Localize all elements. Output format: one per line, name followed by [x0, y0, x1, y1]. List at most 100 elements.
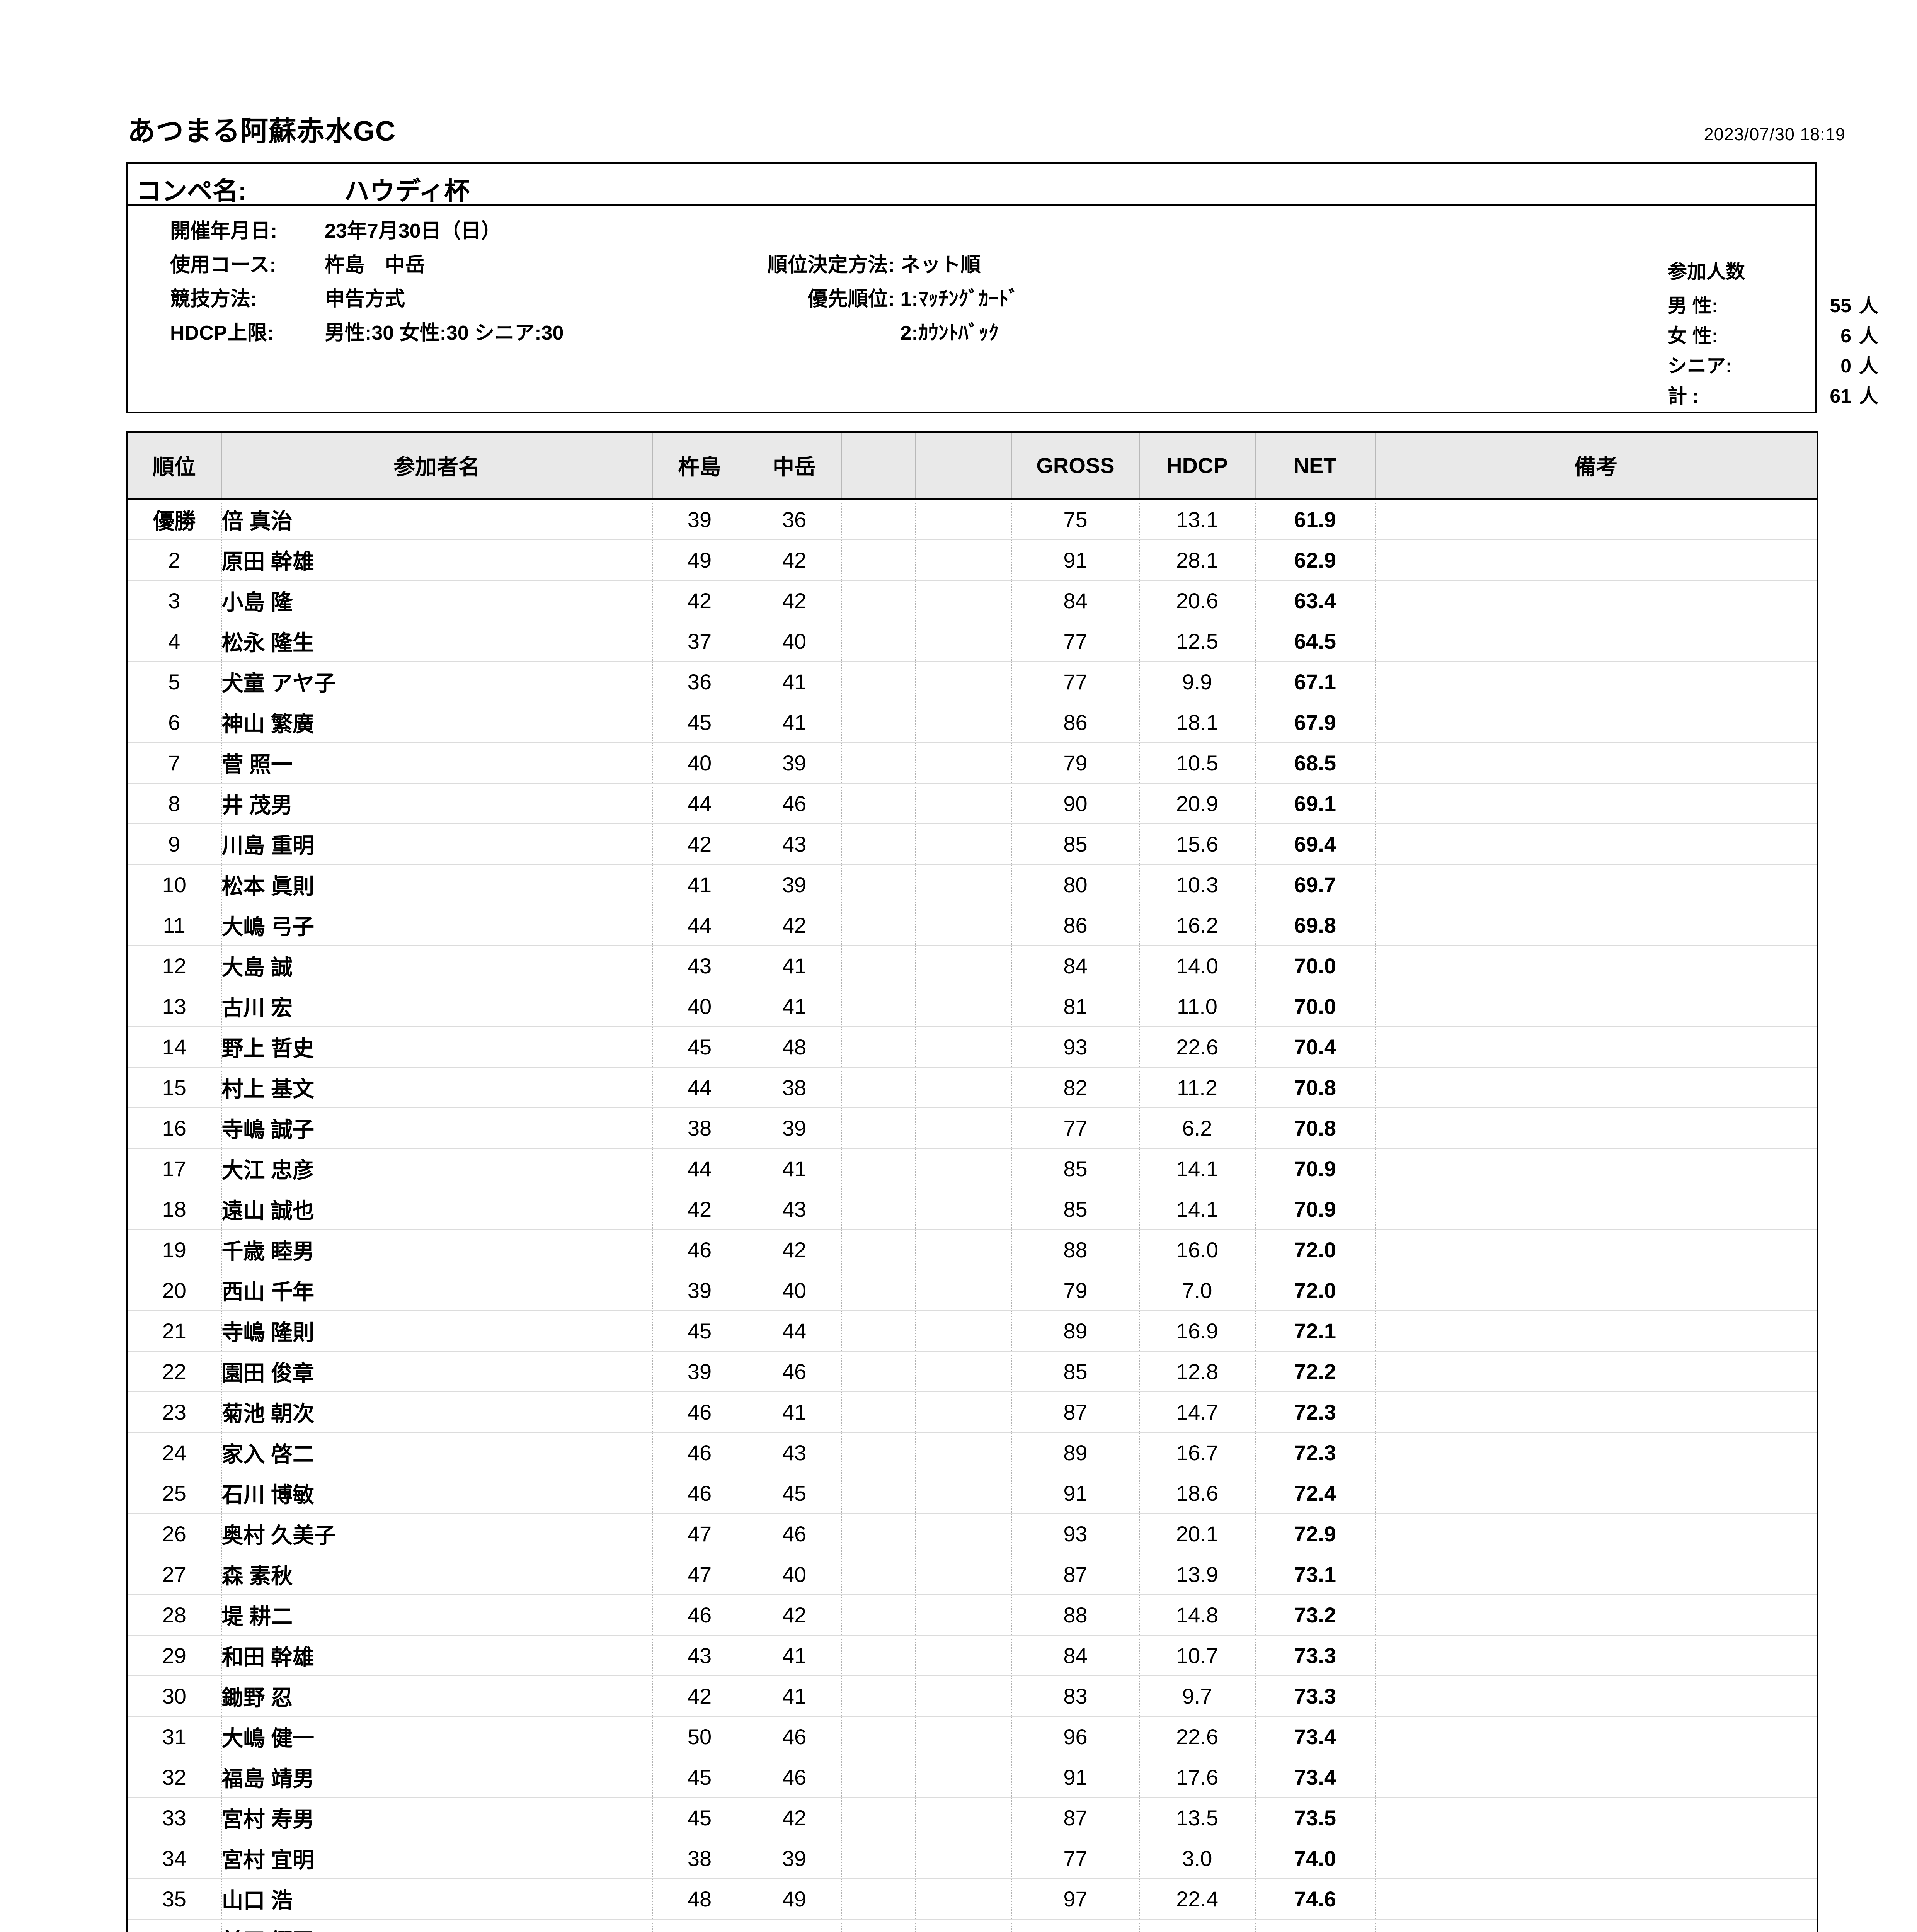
table-row: 28 堤 耕二 46 42 88 14.8 73.2 [126, 1595, 1818, 1636]
cell-name: 山口 浩 [221, 1879, 653, 1920]
method-value: 申告方式 [325, 288, 405, 310]
hdcp-limit-label: HDCP上限: [170, 322, 274, 344]
cell-blank-2 [915, 1432, 1012, 1473]
cell-name: 犬童 アヤ子 [221, 662, 653, 702]
cell-blank-2 [915, 1919, 1012, 1932]
cell-hdcp: 11.0 [1139, 986, 1256, 1027]
cell-name: 倍 真治 [221, 498, 653, 540]
cell-name: 堤 耕二 [221, 1595, 653, 1636]
cell-note [1375, 1635, 1818, 1676]
cell-blank-1 [841, 1108, 916, 1149]
cell-rank: 14 [126, 1027, 222, 1068]
cell-gross: 87 [1011, 1392, 1140, 1433]
cell-rank: 6 [126, 702, 222, 743]
table-row: 21 寺嶋 隆則 45 44 89 16.9 72.1 [126, 1311, 1818, 1352]
cell-hdcp: 13.5 [1139, 1798, 1256, 1838]
cell-blank-2 [915, 743, 1012, 784]
cell-rank: 19 [126, 1230, 222, 1270]
cell-out-score: 45 [652, 1798, 747, 1838]
rank-method-label: 順位決定方法: [767, 254, 895, 276]
cell-net: 72.9 [1255, 1514, 1376, 1554]
table-row: 14 野上 哲史 45 48 93 22.6 70.4 [126, 1027, 1818, 1068]
cell-blank-1 [841, 1148, 916, 1189]
cell-net: 73.2 [1255, 1595, 1376, 1636]
cell-net: 74.6 [1255, 1879, 1376, 1920]
cell-blank-1 [841, 1879, 916, 1920]
cell-rank: 8 [126, 783, 222, 824]
competition-name-row: コンペ名: ハウディ杯 [128, 164, 1815, 206]
cell-gross: 88 [1011, 1230, 1140, 1270]
cell-blank-2 [915, 702, 1012, 743]
participants-total-row: 計 : 61 人 [1668, 381, 1878, 408]
priority-field: 優先順位: 1:ﾏｯﾁﾝｸﾞｶｰﾄﾞ [719, 282, 1019, 311]
cell-in-score: 41 [747, 1635, 842, 1676]
participants-female-label: 女 性: [1668, 325, 1718, 347]
cell-note [1375, 905, 1818, 946]
cell-net: 72.0 [1255, 1230, 1376, 1270]
cell-out-score: 39 [652, 1270, 747, 1311]
cell-name: 村上 基文 [221, 1067, 653, 1108]
cell-blank-2 [915, 1554, 1012, 1595]
cell-rank: 32 [126, 1757, 222, 1798]
cell-hdcp: 10.3 [1139, 864, 1256, 905]
cell-hdcp: 12.8 [1139, 1351, 1256, 1392]
cell-blank-2 [915, 1595, 1012, 1636]
cell-blank-2 [915, 1635, 1012, 1676]
cell-rank: 13 [126, 986, 222, 1027]
cell-out-score: 43 [652, 946, 747, 986]
cell-gross: 84 [1011, 946, 1140, 986]
cell-out-score: 40 [652, 986, 747, 1027]
cell-rank: 34 [126, 1838, 222, 1879]
cell-gross: 77 [1011, 621, 1140, 662]
cell-hdcp: 10.5 [1139, 743, 1256, 784]
method-field: 競技方法: 申告方式 [170, 282, 405, 311]
cell-blank-1 [841, 1189, 916, 1230]
cell-blank-1 [841, 986, 916, 1027]
cell-net: 70.8 [1255, 1067, 1376, 1108]
results-header-row: 順位 参加者名 杵島 中岳 GROSS HDCP NET 備考 [126, 432, 1818, 500]
rank-method-field: 順位決定方法: ネット順 [719, 248, 981, 277]
results-table: 順位 参加者名 杵島 中岳 GROSS HDCP NET 備考 優勝倍 真治 39… [126, 431, 1818, 1932]
cell-rank: 4 [126, 621, 222, 662]
cell-gross: 89 [1011, 1311, 1140, 1352]
cell-net: 70.0 [1255, 986, 1376, 1027]
col-header-name: 参加者名 [221, 432, 653, 500]
cell-name: 古川 宏 [221, 986, 653, 1027]
cell-net: 74.0 [1255, 1838, 1376, 1879]
cell-blank-2 [915, 1311, 1012, 1352]
cell-hdcp: 28.1 [1139, 540, 1256, 581]
cell-note [1375, 1432, 1818, 1473]
table-row: 5 犬童 アヤ子 36 41 77 9.9 67.1 [126, 662, 1818, 702]
cell-blank-2 [915, 1270, 1012, 1311]
cell-blank-2 [915, 662, 1012, 702]
cell-hdcp: 20.9 [1139, 783, 1256, 824]
cell-hdcp: 16.7 [1139, 1432, 1256, 1473]
cell-note [1375, 1067, 1818, 1108]
cell-gross: 91 [1011, 540, 1140, 581]
cell-hdcp: 14.7 [1139, 1392, 1256, 1433]
cell-net: 70.9 [1255, 1148, 1376, 1189]
cell-name: 園田 俊章 [221, 1351, 653, 1392]
cell-rank: 24 [126, 1432, 222, 1473]
col-header-net: NET [1255, 432, 1376, 500]
cell-note [1375, 1027, 1818, 1068]
cell-rank: 28 [126, 1595, 222, 1636]
cell-name: 寺嶋 隆則 [221, 1311, 653, 1352]
cell-note [1375, 1473, 1818, 1514]
cell-rank: 27 [126, 1554, 222, 1595]
cell-note [1375, 824, 1818, 865]
cell-gross: 79 [1011, 743, 1140, 784]
cell-in-score: 46 [747, 783, 842, 824]
cell-gross: 79 [1011, 1270, 1140, 1311]
participants-title: 参加人数 [1668, 261, 1745, 282]
cell-name: 鋤野 忍 [221, 1676, 653, 1717]
table-row: 17 大江 忠彦 44 41 85 14.1 70.9 [126, 1148, 1818, 1189]
cell-in-score: 42 [747, 580, 842, 621]
cell-name: 和田 幹雄 [221, 1635, 653, 1676]
cell-net: 62.9 [1255, 540, 1376, 581]
cell-blank-2 [915, 1838, 1012, 1879]
cell-rank: 30 [126, 1676, 222, 1717]
cell-in-score: 41 [747, 662, 842, 702]
cell-out-score: 46 [652, 1595, 747, 1636]
cell-gross: 85 [1011, 1148, 1140, 1189]
